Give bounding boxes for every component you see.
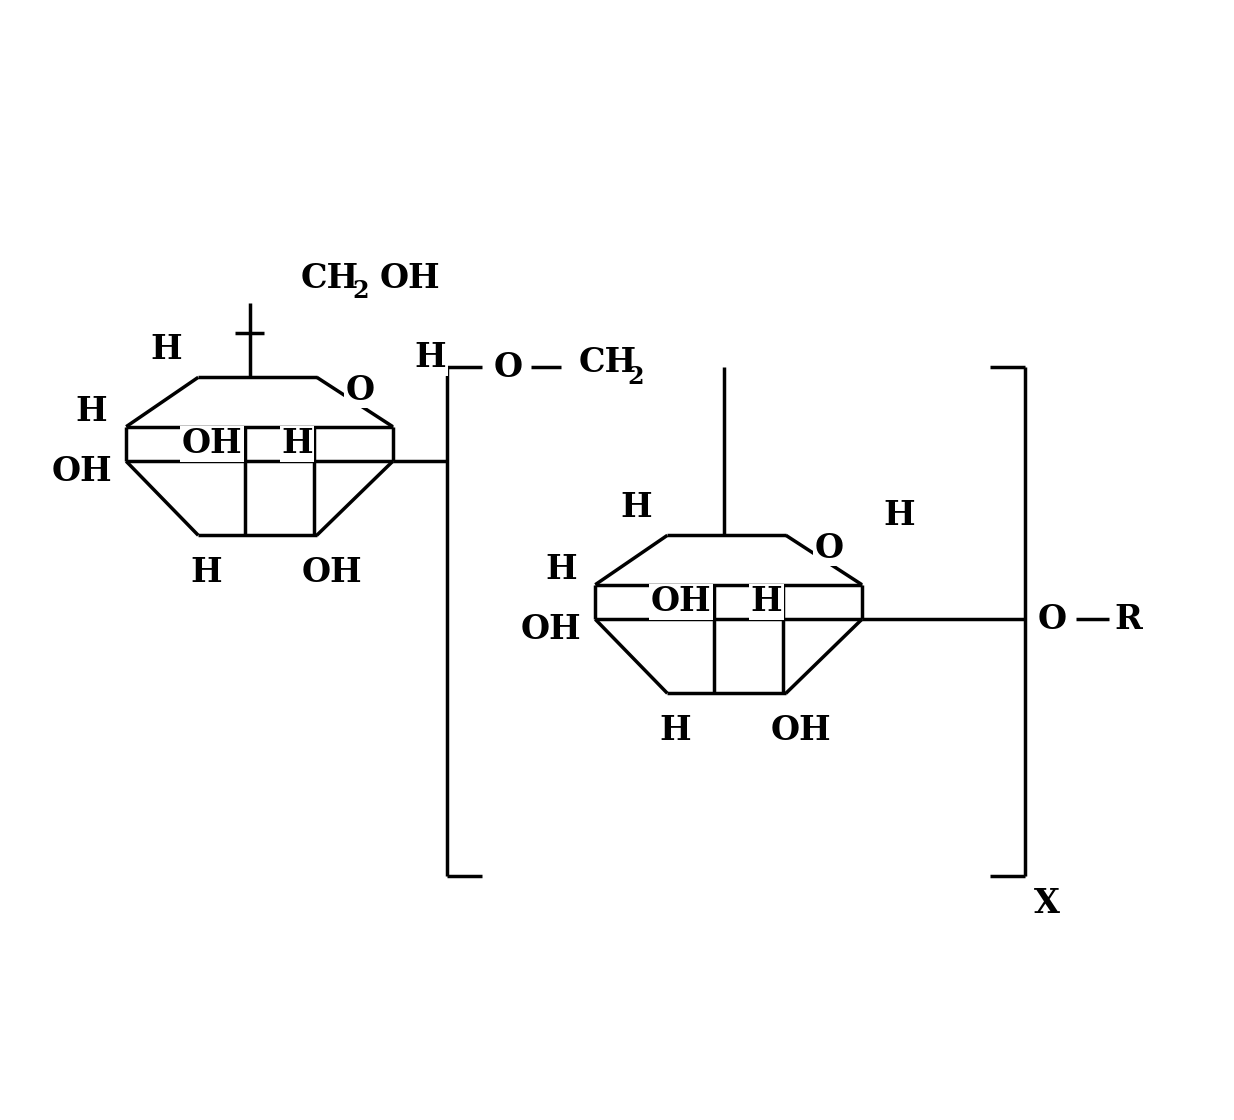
Text: CH: CH — [301, 262, 359, 295]
Text: O: O — [494, 351, 523, 384]
Text: OH: OH — [770, 715, 830, 747]
Text: H: H — [884, 500, 916, 532]
Text: X: X — [1034, 887, 1060, 921]
Text: H: H — [151, 333, 183, 366]
Text: OH: OH — [181, 428, 242, 460]
Text: OH: OH — [301, 557, 362, 589]
Text: H: H — [619, 492, 652, 524]
Text: H: H — [75, 395, 107, 428]
Text: H: H — [545, 553, 576, 587]
Text: H: H — [659, 715, 691, 747]
Text: OH: OH — [52, 455, 112, 487]
Text: OH: OH — [650, 586, 712, 618]
Text: H: H — [190, 557, 222, 589]
Text: 2: 2 — [628, 365, 644, 390]
Text: O: O — [346, 374, 374, 407]
Text: O: O — [814, 532, 843, 564]
Text: R: R — [1114, 603, 1143, 636]
Text: CH: CH — [579, 346, 637, 379]
Text: OH: OH — [380, 262, 441, 295]
Text: H: H — [750, 586, 782, 618]
Text: H: H — [415, 342, 447, 374]
Text: OH: OH — [521, 613, 581, 645]
Text: H: H — [281, 428, 313, 460]
Text: 2: 2 — [353, 279, 369, 304]
Text: O: O — [1038, 603, 1067, 636]
